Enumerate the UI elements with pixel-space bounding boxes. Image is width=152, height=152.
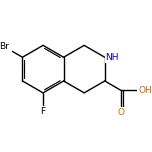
Text: F: F (40, 107, 46, 116)
Text: OH: OH (138, 86, 152, 95)
Text: NH: NH (105, 53, 119, 62)
Text: Br: Br (0, 42, 9, 51)
Text: O: O (117, 108, 124, 117)
